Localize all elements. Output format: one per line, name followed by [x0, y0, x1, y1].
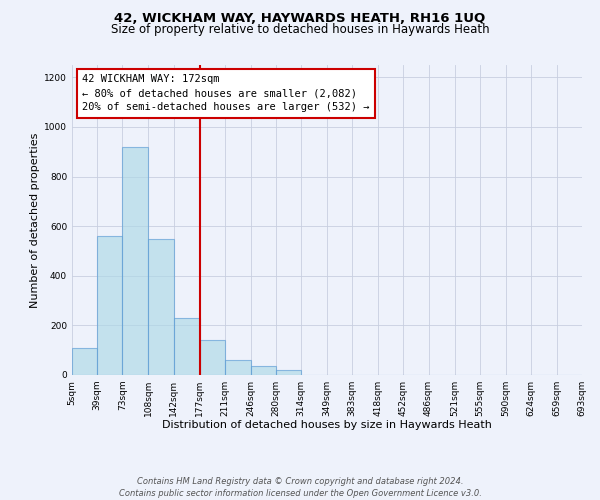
X-axis label: Distribution of detached houses by size in Haywards Heath: Distribution of detached houses by size …	[162, 420, 492, 430]
Bar	[122, 147, 148, 375]
Text: Contains HM Land Registry data © Crown copyright and database right 2024.
Contai: Contains HM Land Registry data © Crown c…	[119, 476, 481, 498]
Bar	[276, 370, 301, 375]
Bar	[225, 360, 251, 375]
Bar	[199, 340, 225, 375]
Bar	[148, 238, 173, 375]
Text: 42 WICKHAM WAY: 172sqm
← 80% of detached houses are smaller (2,082)
20% of semi-: 42 WICKHAM WAY: 172sqm ← 80% of detached…	[82, 74, 370, 112]
Bar	[251, 366, 276, 375]
Bar	[72, 348, 97, 375]
Text: 42, WICKHAM WAY, HAYWARDS HEATH, RH16 1UQ: 42, WICKHAM WAY, HAYWARDS HEATH, RH16 1U…	[115, 12, 485, 26]
Bar	[97, 236, 122, 375]
Bar	[173, 318, 199, 375]
Text: Size of property relative to detached houses in Haywards Heath: Size of property relative to detached ho…	[110, 22, 490, 36]
Y-axis label: Number of detached properties: Number of detached properties	[30, 132, 40, 308]
